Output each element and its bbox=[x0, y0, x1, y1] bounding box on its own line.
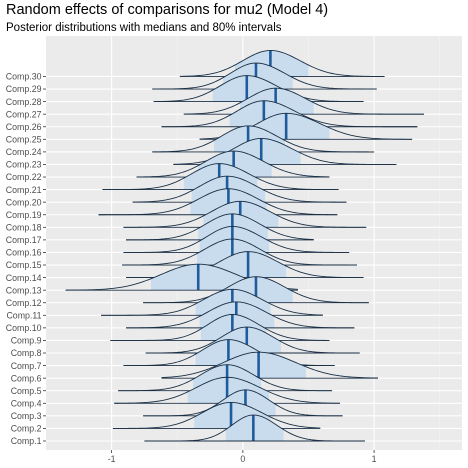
x-tick-label: -1 bbox=[108, 454, 116, 464]
ridge-comp-1 bbox=[144, 414, 365, 442]
density-outline bbox=[153, 75, 364, 103]
density-outline bbox=[126, 301, 355, 329]
density-outline bbox=[179, 50, 385, 77]
interval-80-area bbox=[225, 415, 284, 441]
y-tick-label: Comp.16 bbox=[6, 248, 42, 258]
chart-subtitle: Posterior distributions with medians and… bbox=[6, 22, 282, 34]
y-tick-label: Comp.15 bbox=[6, 260, 42, 270]
y-tick-label: Comp.23 bbox=[6, 160, 42, 170]
y-tick-label: Comp.9 bbox=[11, 336, 42, 346]
y-tick-label: Comp.25 bbox=[6, 135, 42, 145]
y-tick-label: Comp.30 bbox=[6, 72, 42, 82]
y-tick-label: Comp.29 bbox=[6, 84, 42, 94]
density-outline bbox=[143, 276, 369, 304]
chart-title: Random effects of comparisons for mu2 (M… bbox=[6, 2, 329, 18]
y-tick-label: Comp.26 bbox=[6, 122, 42, 132]
y-tick-label: Comp.13 bbox=[6, 285, 42, 295]
x-tick-label: 0 bbox=[240, 454, 245, 464]
y-tick-label: Comp.14 bbox=[6, 273, 42, 283]
y-tick-label: Comp.22 bbox=[6, 172, 42, 182]
axes: Comp.1 Comp.2 Comp.3 Comp.4 Comp.5 Comp.6 Comp… bbox=[6, 72, 377, 464]
density-outline bbox=[126, 213, 314, 241]
density-outline bbox=[102, 163, 339, 191]
density-outline bbox=[114, 376, 340, 404]
y-tick-label: Comp.12 bbox=[6, 298, 42, 308]
y-tick-label: Comp.27 bbox=[6, 109, 42, 119]
ridges bbox=[65, 50, 424, 442]
y-tick-label: Comp.2 bbox=[11, 424, 42, 434]
density-outline bbox=[118, 364, 333, 392]
y-tick-label: Comp.24 bbox=[6, 147, 42, 157]
y-tick-label: Comp.11 bbox=[6, 311, 41, 321]
y-tick-label: Comp.20 bbox=[6, 197, 42, 207]
y-tick-label: Comp.4 bbox=[11, 398, 42, 408]
y-tick-label: Comp.8 bbox=[11, 348, 42, 358]
ridge-comp-13 bbox=[65, 263, 298, 291]
y-tick-label: Comp.6 bbox=[11, 373, 42, 383]
density-outline bbox=[123, 226, 350, 253]
x-tick-label: 1 bbox=[372, 454, 377, 464]
y-tick-label: Comp.17 bbox=[6, 235, 42, 245]
y-tick-label: Comp.21 bbox=[6, 185, 42, 195]
y-tick-label: Comp.18 bbox=[6, 223, 42, 233]
y-tick-label: Comp.7 bbox=[11, 361, 42, 371]
y-tick-label: Comp.28 bbox=[6, 97, 42, 107]
density-outline bbox=[161, 351, 379, 379]
y-tick-label: Comp.5 bbox=[11, 386, 42, 396]
y-tick-label: Comp.3 bbox=[11, 411, 42, 421]
y-tick-label: Comp.1 bbox=[11, 436, 42, 446]
density-outline bbox=[136, 150, 330, 178]
y-tick-label: Comp.10 bbox=[6, 323, 42, 333]
y-tick-label: Comp.19 bbox=[6, 210, 42, 220]
density-outline bbox=[132, 175, 347, 203]
